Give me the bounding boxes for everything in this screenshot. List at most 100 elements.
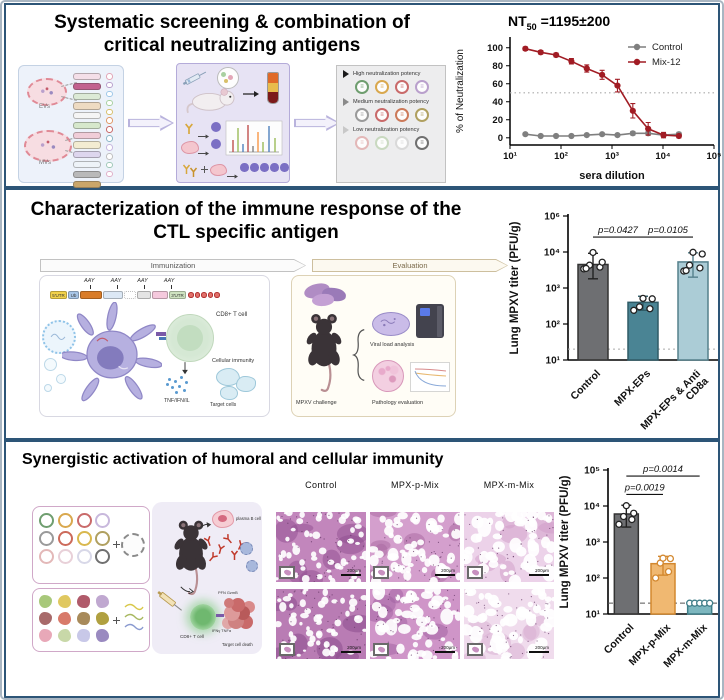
vaccine-candidate-icon: ≡ (415, 108, 429, 122)
receptor-icon (159, 337, 167, 340)
down-tick-icon (144, 285, 145, 289)
mpxv-challenge-label: MPXV challenge (296, 400, 337, 406)
potency-row-header: Low neutralization potency (343, 126, 439, 134)
cytokine-dots-icon (168, 378, 171, 381)
potency-row-header: High neutralization potency (343, 70, 439, 78)
cell-icon (211, 122, 221, 132)
protein-blob-icon (77, 629, 90, 642)
linker-segment (124, 291, 136, 299)
nt50-title-sub: 50 (526, 21, 537, 32)
data-point (522, 131, 529, 138)
protein-blob-icon (39, 612, 52, 625)
protein-blob-icon (96, 595, 109, 608)
data-point (598, 258, 606, 266)
antigen-pill (73, 161, 101, 169)
bubble-icon (56, 374, 66, 384)
antigen-pill (73, 151, 101, 159)
inset-thumbnail (467, 643, 483, 656)
potency-row-header: Medium neutralization potency (343, 98, 439, 106)
potency-circle-row: ≡ ≡ ≡ ≡ (355, 108, 439, 122)
cd8-t-cell-label: CD8+ T cell (180, 634, 204, 639)
antigen-circle (106, 81, 113, 89)
ifng-tnf-label: IFNγ TNFα (212, 628, 232, 633)
y-tick-label: 100 (487, 43, 503, 54)
data-point (698, 250, 706, 258)
target-cell-death-label: Target cell death (222, 642, 253, 647)
y-axis-label: Lung MPXV titer (PFU/g) (509, 221, 521, 354)
data-point (651, 574, 660, 582)
data-point (619, 512, 628, 521)
vaccine-candidate-icon: ≡ (375, 108, 389, 122)
arrow-icon (198, 522, 212, 530)
vaccine-candidate-icon: ≡ (355, 136, 369, 150)
inset-thumbnail (373, 566, 389, 579)
virus-icon (240, 542, 253, 555)
y-tick-label: 10⁴ (584, 501, 600, 512)
dendritic-cell-icon (59, 301, 163, 412)
panel2-title-line1: Characterization of the immune response … (30, 199, 462, 220)
panel-synergy: Synergistic activation of humoral and ce… (4, 440, 720, 698)
blood-tube-icon (267, 72, 279, 104)
antibody-icon (223, 534, 232, 544)
down-tick-icon (117, 285, 118, 289)
y-tick-label: 10¹ (546, 355, 561, 366)
plus-icon (113, 617, 120, 624)
data-point (589, 248, 597, 257)
adjuvant-squiggle-icon (124, 603, 144, 631)
inset-thumbnail (279, 643, 295, 656)
panel2-title-line2: CTL specific antigen (153, 222, 339, 244)
data-point (706, 599, 714, 607)
vaccine-circle-icon (57, 513, 73, 528)
pathology-label: Pathology evaluation (372, 400, 424, 406)
data-point (666, 554, 675, 563)
antigen-circle-list (106, 73, 113, 178)
plus-icon (201, 166, 208, 173)
y-tick-label: 10³ (586, 537, 601, 548)
protein-vaccine-box (32, 588, 150, 652)
antibody-icon (189, 165, 198, 183)
black-mouse-icon (170, 516, 212, 601)
pfn-gzmb-label: PFN GzmB (218, 590, 238, 595)
data-point (660, 132, 667, 139)
antigen-segment (152, 291, 168, 299)
data-point (568, 58, 575, 65)
antibody-icon (203, 536, 211, 546)
antigen-circle (106, 170, 113, 178)
black-mouse-icon (302, 308, 346, 399)
x-tick-label: 10⁵ (706, 151, 721, 162)
rank-arrow-icon (343, 70, 349, 78)
data-point (629, 107, 636, 114)
data-point (583, 132, 590, 139)
down-tick-icon (90, 285, 91, 289)
antigen-circle (106, 135, 113, 142)
cd8-t-cell-label: CD8+ T cell (216, 312, 248, 318)
lipid-nanoparticle-icon (42, 320, 76, 354)
antibody-icon (230, 550, 239, 560)
scale-bar-label: 200μm (347, 645, 361, 650)
nt50-title-value: =1195±200 (536, 13, 611, 29)
vaccine-circle-icon (76, 513, 92, 528)
antigen-pill-list (73, 73, 101, 198)
panel1-title-line1: Systematic screening & combination of (54, 12, 410, 33)
cell-icon (211, 139, 221, 149)
histology-image: 200μm (459, 585, 559, 665)
data-point (629, 130, 636, 137)
y-tick-label: 10³ (546, 283, 561, 294)
vaccine-candidate-icon: ≡ (355, 80, 369, 94)
scale-bar-icon (529, 650, 549, 653)
panel1-title-line2: critical neutralizing antigens (103, 35, 361, 57)
antigen-pill (73, 121, 101, 130)
y-tick-label: 10⁶ (544, 211, 560, 222)
panel3-title: Synergistic activation of humoral and ce… (22, 451, 444, 468)
receptor-icon (156, 332, 166, 336)
lnp-large-icon (121, 533, 145, 557)
data-point (646, 305, 654, 313)
vaccine-circle-icon (39, 531, 54, 546)
inset-thumbnail (279, 566, 295, 579)
syringe-icon (179, 64, 214, 94)
lung-titer-chart-ctl: 10¹ 10² 10³ 10⁴ 10⁶ Control MPX-EPs MPX-EPs & A… (504, 192, 722, 438)
antigen-pill (73, 170, 101, 178)
histology-image: 200μm (274, 509, 369, 589)
panel-ctl-response: Characterization of the immune response … (4, 188, 720, 440)
virus-icon (246, 560, 258, 572)
